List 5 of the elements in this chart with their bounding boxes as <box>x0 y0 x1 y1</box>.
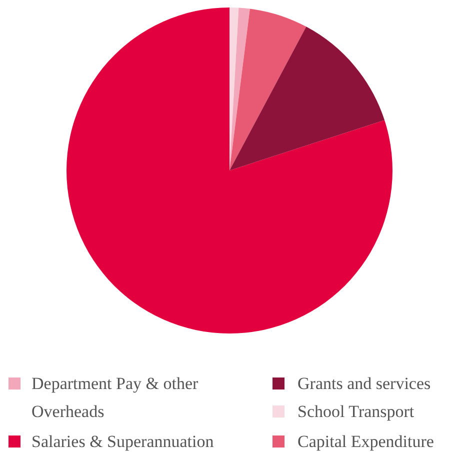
legend-label: Grants and services <box>298 374 431 393</box>
legend-label: Department Pay & other Overheads <box>32 374 198 421</box>
legend-label: Salaries & Superannuation <box>32 432 214 451</box>
legend-label: Capital Expenditure <box>298 432 434 451</box>
legend-label: School Transport <box>298 402 414 421</box>
